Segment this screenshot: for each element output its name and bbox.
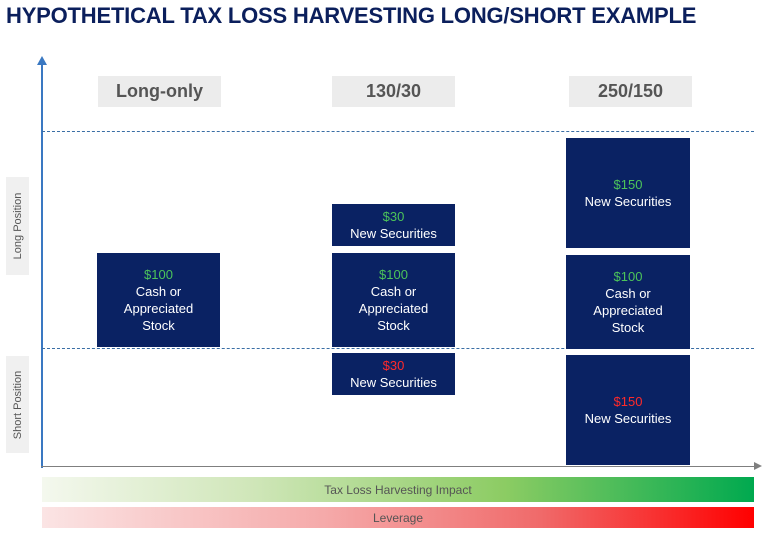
long-top-dashed-line: [42, 131, 754, 132]
box-amount: $150: [613, 394, 643, 409]
short-position-label: Short Position: [6, 356, 29, 453]
box-amount: $30: [382, 358, 405, 373]
tax-loss-harvesting-impact-bar: Tax Loss Harvesting Impact: [42, 477, 754, 502]
box-text: Stock: [377, 318, 410, 333]
leverage-bar-label: Leverage: [372, 510, 424, 525]
box-text: Appreciated: [358, 301, 429, 316]
box-amount: $100: [379, 267, 408, 282]
box-amount: $100: [144, 267, 173, 282]
tax-bar-label: Tax Loss Harvesting Impact: [324, 482, 472, 497]
column-header-250-150: 250/150: [569, 76, 692, 107]
baseline-dashed-line: [42, 348, 754, 349]
page-title: HYPOTHETICAL TAX LOSS HARVESTING LONG/SH…: [6, 3, 697, 28]
box-text: Cash or: [135, 284, 182, 299]
250-150-short-new-securities-box: $150 New Securities: [566, 355, 690, 465]
box-text: New Securities: [584, 194, 672, 209]
box-text: Cash or: [605, 286, 651, 301]
long-position-label: Long Position: [6, 177, 29, 275]
130-30-long-new-securities-box: $30 New Securities: [332, 204, 455, 246]
y-axis: [41, 64, 43, 468]
250-150-long-new-securities-box: $150 New Securities: [566, 138, 690, 248]
box-amount: $30: [382, 209, 405, 224]
box-text: Stock: [142, 318, 175, 333]
box-text: Appreciated: [593, 303, 663, 318]
130-30-short-new-securities-box: $30 New Securities: [332, 353, 455, 395]
box-text: Stock: [611, 320, 645, 335]
column-header-130-30: 130/30: [332, 76, 455, 107]
box-amount: $100: [613, 269, 643, 284]
y-axis-arrow-icon: [37, 56, 47, 65]
x-axis-arrow-icon: [754, 462, 762, 470]
box-text: New Securities: [350, 226, 437, 241]
box-text: New Securities: [350, 375, 437, 390]
130-30-cash-box: $100 Cash or Appreciated Stock: [332, 253, 455, 347]
box-text: Cash or: [370, 284, 417, 299]
x-axis: [41, 466, 756, 467]
leverage-bar: Leverage: [42, 507, 754, 528]
250-150-cash-box: $100 Cash or Appreciated Stock: [566, 255, 690, 349]
long-only-cash-box: $100 Cash or Appreciated Stock: [97, 253, 220, 347]
box-text: New Securities: [584, 411, 672, 426]
column-header-long-only: Long-only: [98, 76, 221, 107]
box-amount: $150: [613, 177, 643, 192]
box-text: Appreciated: [123, 301, 194, 316]
